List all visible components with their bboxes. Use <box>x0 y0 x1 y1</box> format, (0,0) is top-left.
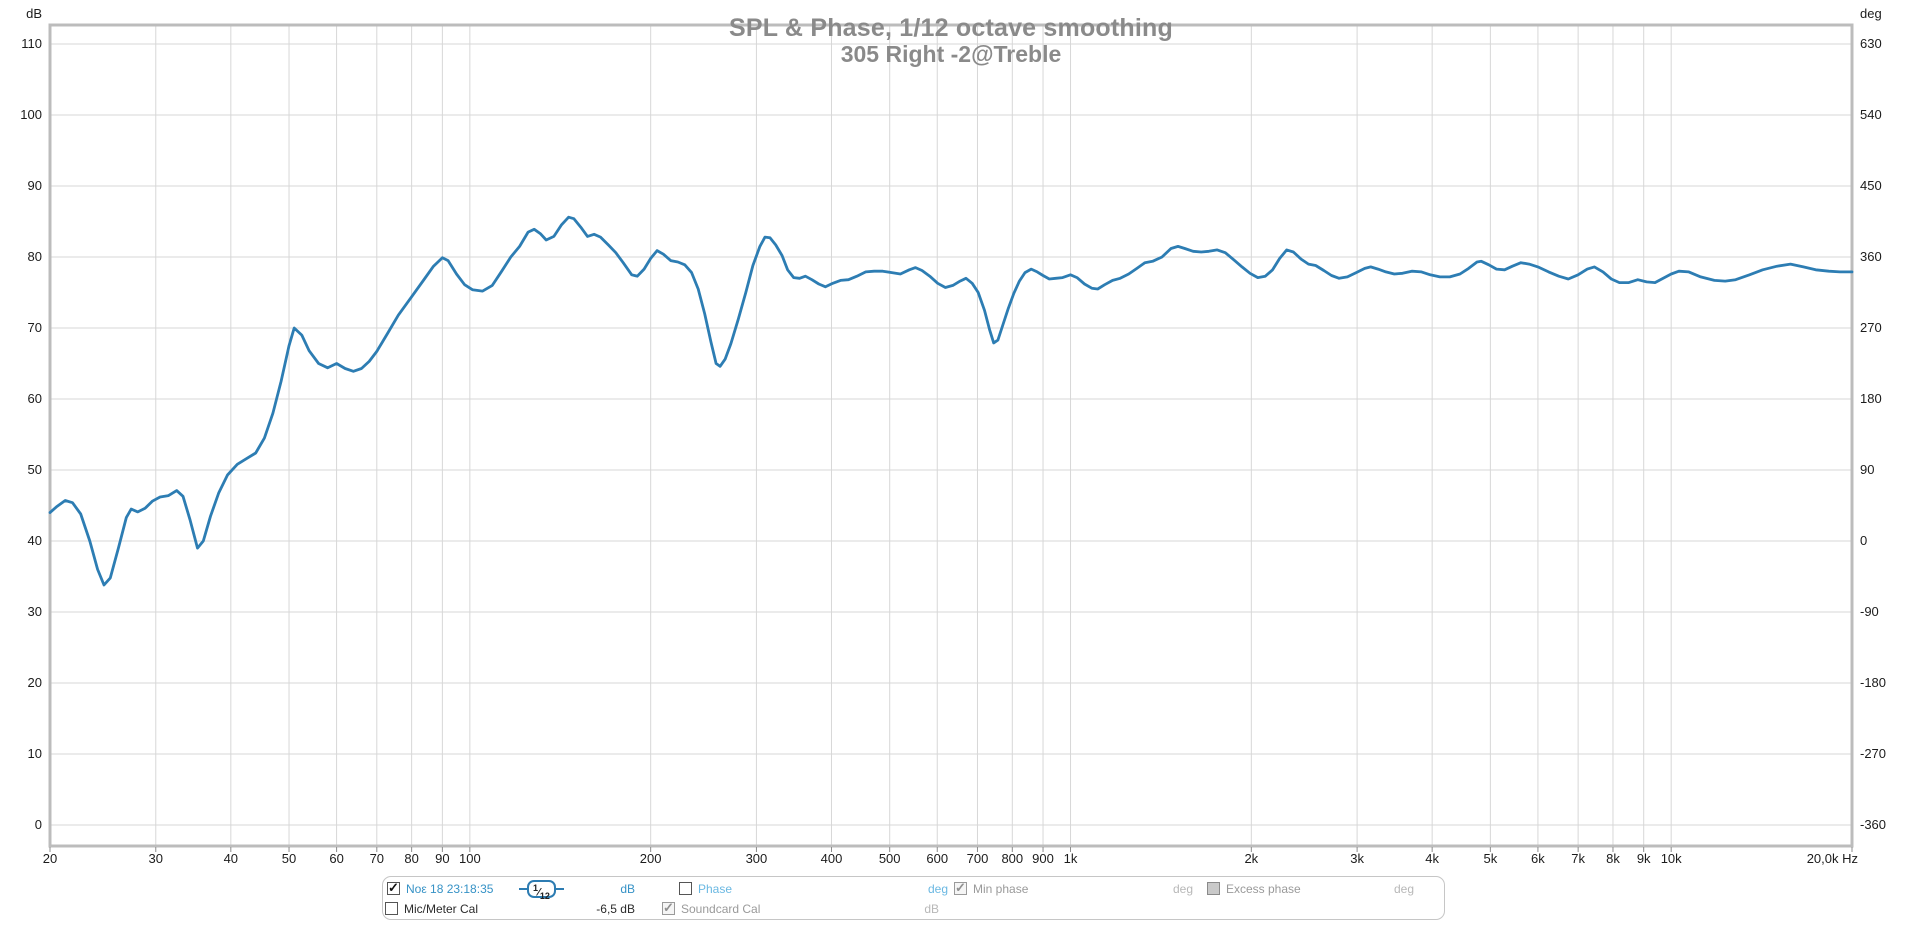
right-tick-label: -270 <box>1860 746 1887 761</box>
min-phase-unit-deg: deg <box>1172 882 1193 896</box>
x-tick-label: 6k <box>1531 851 1545 866</box>
x-tick-label: 30 <box>148 851 163 866</box>
x-tick-label: 70 <box>369 851 385 866</box>
measurement-nov-18-23-18-35-label: Νοε 18 23:18:35 <box>406 882 494 896</box>
left-tick-label: 60 <box>27 391 42 406</box>
x-tick-label: 2k <box>1244 851 1259 866</box>
phase-unit-deg: deg <box>927 882 948 896</box>
check-mark-icon: ✓ <box>663 900 674 915</box>
gridlines <box>50 25 1852 846</box>
left-tick-label: 70 <box>27 320 42 335</box>
legend-row-1: ✓ Νοε 18 23:18:35 1⁄12 dB Phase deg ✓ Min phase… <box>383 880 1444 901</box>
mic-meter-cal-item: Mic/Meter Cal <box>385 901 478 917</box>
right-tick-label: 450 <box>1860 178 1882 193</box>
left-tick-label: 110 <box>21 36 42 51</box>
x-tick-label: 5k <box>1483 851 1498 866</box>
x-tick-label: 80 <box>404 851 419 866</box>
mic-meter-cal-checkbox[interactable] <box>385 902 398 915</box>
left-tick-label: 90 <box>27 178 42 193</box>
x-tick-label: 4k <box>1425 851 1439 866</box>
right-tick-label: 270 <box>1860 320 1882 335</box>
left-tick-label: 40 <box>27 533 42 548</box>
smoothing-1-12-control: 1⁄12 <box>519 880 564 901</box>
right-tick-label: 540 <box>1860 107 1882 122</box>
smoothing-dash-right <box>555 888 564 890</box>
x-tick-label: 300 <box>745 851 768 866</box>
right-tick-label: -90 <box>1860 604 1879 619</box>
x-tick-label: 60 <box>329 851 344 866</box>
left-axis-unit: dB <box>26 6 42 21</box>
x-tick-label: 800 <box>1001 851 1024 866</box>
x-tick-label: 10k <box>1660 851 1682 866</box>
x-tick-label: 600 <box>926 851 949 866</box>
right-tick-label: 90 <box>1860 462 1875 477</box>
x-tick-label: 7k <box>1571 851 1585 866</box>
right-tick-label: 0 <box>1860 533 1868 548</box>
x-tick-label: 1k <box>1063 851 1078 866</box>
x-tick-label: 9k <box>1636 851 1651 866</box>
left-tick-label: 50 <box>27 462 42 477</box>
mic-meter-cal-label: Mic/Meter Cal <box>404 902 479 916</box>
right-tick-label: 360 <box>1860 249 1882 264</box>
left-tick-label: 100 <box>20 107 42 122</box>
excess-phase-label: Excess phase <box>1226 882 1301 896</box>
x-tick-label: 500 <box>878 851 901 866</box>
x-tick-label: 200 <box>639 851 662 866</box>
right-tick-label: -180 <box>1860 675 1887 690</box>
excess-phase-unit-deg: deg <box>1393 882 1414 896</box>
soundcard-cal-unit-db: dB <box>924 902 939 916</box>
x-tick-label: 90 <box>435 851 450 866</box>
x-tick-label: 50 <box>281 851 297 866</box>
phase-label: Phase <box>698 882 733 896</box>
excess-phase-checkbox[interactable] <box>1207 882 1220 895</box>
x-tick-label: 20,0k Hz <box>1806 851 1858 866</box>
soundcard-cal-item: ✓ Soundcard Cal <box>662 900 761 917</box>
min-phase-label: Min phase <box>973 882 1029 896</box>
smoothing-dash-left <box>519 888 527 890</box>
x-tick-label: 900 <box>1032 851 1054 866</box>
left-tick-label: 10 <box>27 746 42 761</box>
mic-meter-cal-offset: -6,5 dB <box>596 902 635 916</box>
x-tick-label: 40 <box>223 851 239 866</box>
right-tick-label: 180 <box>1860 391 1882 406</box>
measurement-nov-18-23-18-35-item: ✓ Νοε 18 23:18:35 <box>387 880 494 897</box>
left-tick-label: 20 <box>27 675 42 690</box>
phase-item: Phase <box>679 881 732 897</box>
check-mark-icon: ✓ <box>955 880 966 895</box>
left-tick-label: 30 <box>27 604 42 619</box>
excess-phase-item: Excess phase <box>1207 881 1301 897</box>
x-axis-tick-marks <box>49 847 1853 852</box>
plot-frame <box>48 23 1854 848</box>
min-phase-item: ✓ Min phase <box>954 880 1029 897</box>
x-tick-label: 8k <box>1606 851 1620 866</box>
x-tick-label: 400 <box>820 851 843 866</box>
measurement-nov-18-23-18-35-checkbox[interactable]: ✓ <box>387 880 400 895</box>
right-tick-label: 630 <box>1860 36 1882 51</box>
smoothing-1-12-button[interactable]: 1⁄12 <box>527 880 556 901</box>
check-mark-icon: ✓ <box>388 880 399 895</box>
spl-trace[interactable] <box>48 215 1854 587</box>
x-tick-label: 3k <box>1350 851 1364 866</box>
legend-bar: ✓ Νοε 18 23:18:35 1⁄12 dB Phase deg ✓ Min phase… <box>382 876 1445 920</box>
soundcard-cal-label: Soundcard Cal <box>681 902 761 916</box>
soundcard-cal-checkbox[interactable]: ✓ <box>662 900 675 915</box>
x-tick-label: 20 <box>42 851 58 866</box>
right-tick-label: -360 <box>1860 817 1887 832</box>
x-tick-label: 100 <box>458 851 481 866</box>
phase-checkbox[interactable] <box>679 882 692 895</box>
x-tick-label: 700 <box>966 851 989 866</box>
right-axis-unit: deg <box>1860 6 1882 21</box>
left-tick-label: 0 <box>34 817 42 832</box>
left-tick-label: 80 <box>27 249 42 264</box>
legend-row-2: Mic/Meter Cal -6,5 dB ✓ Soundcard Cal dB <box>383 900 1444 917</box>
min-phase-checkbox[interactable]: ✓ <box>954 880 967 895</box>
measurement-unit-db: dB <box>620 882 635 896</box>
